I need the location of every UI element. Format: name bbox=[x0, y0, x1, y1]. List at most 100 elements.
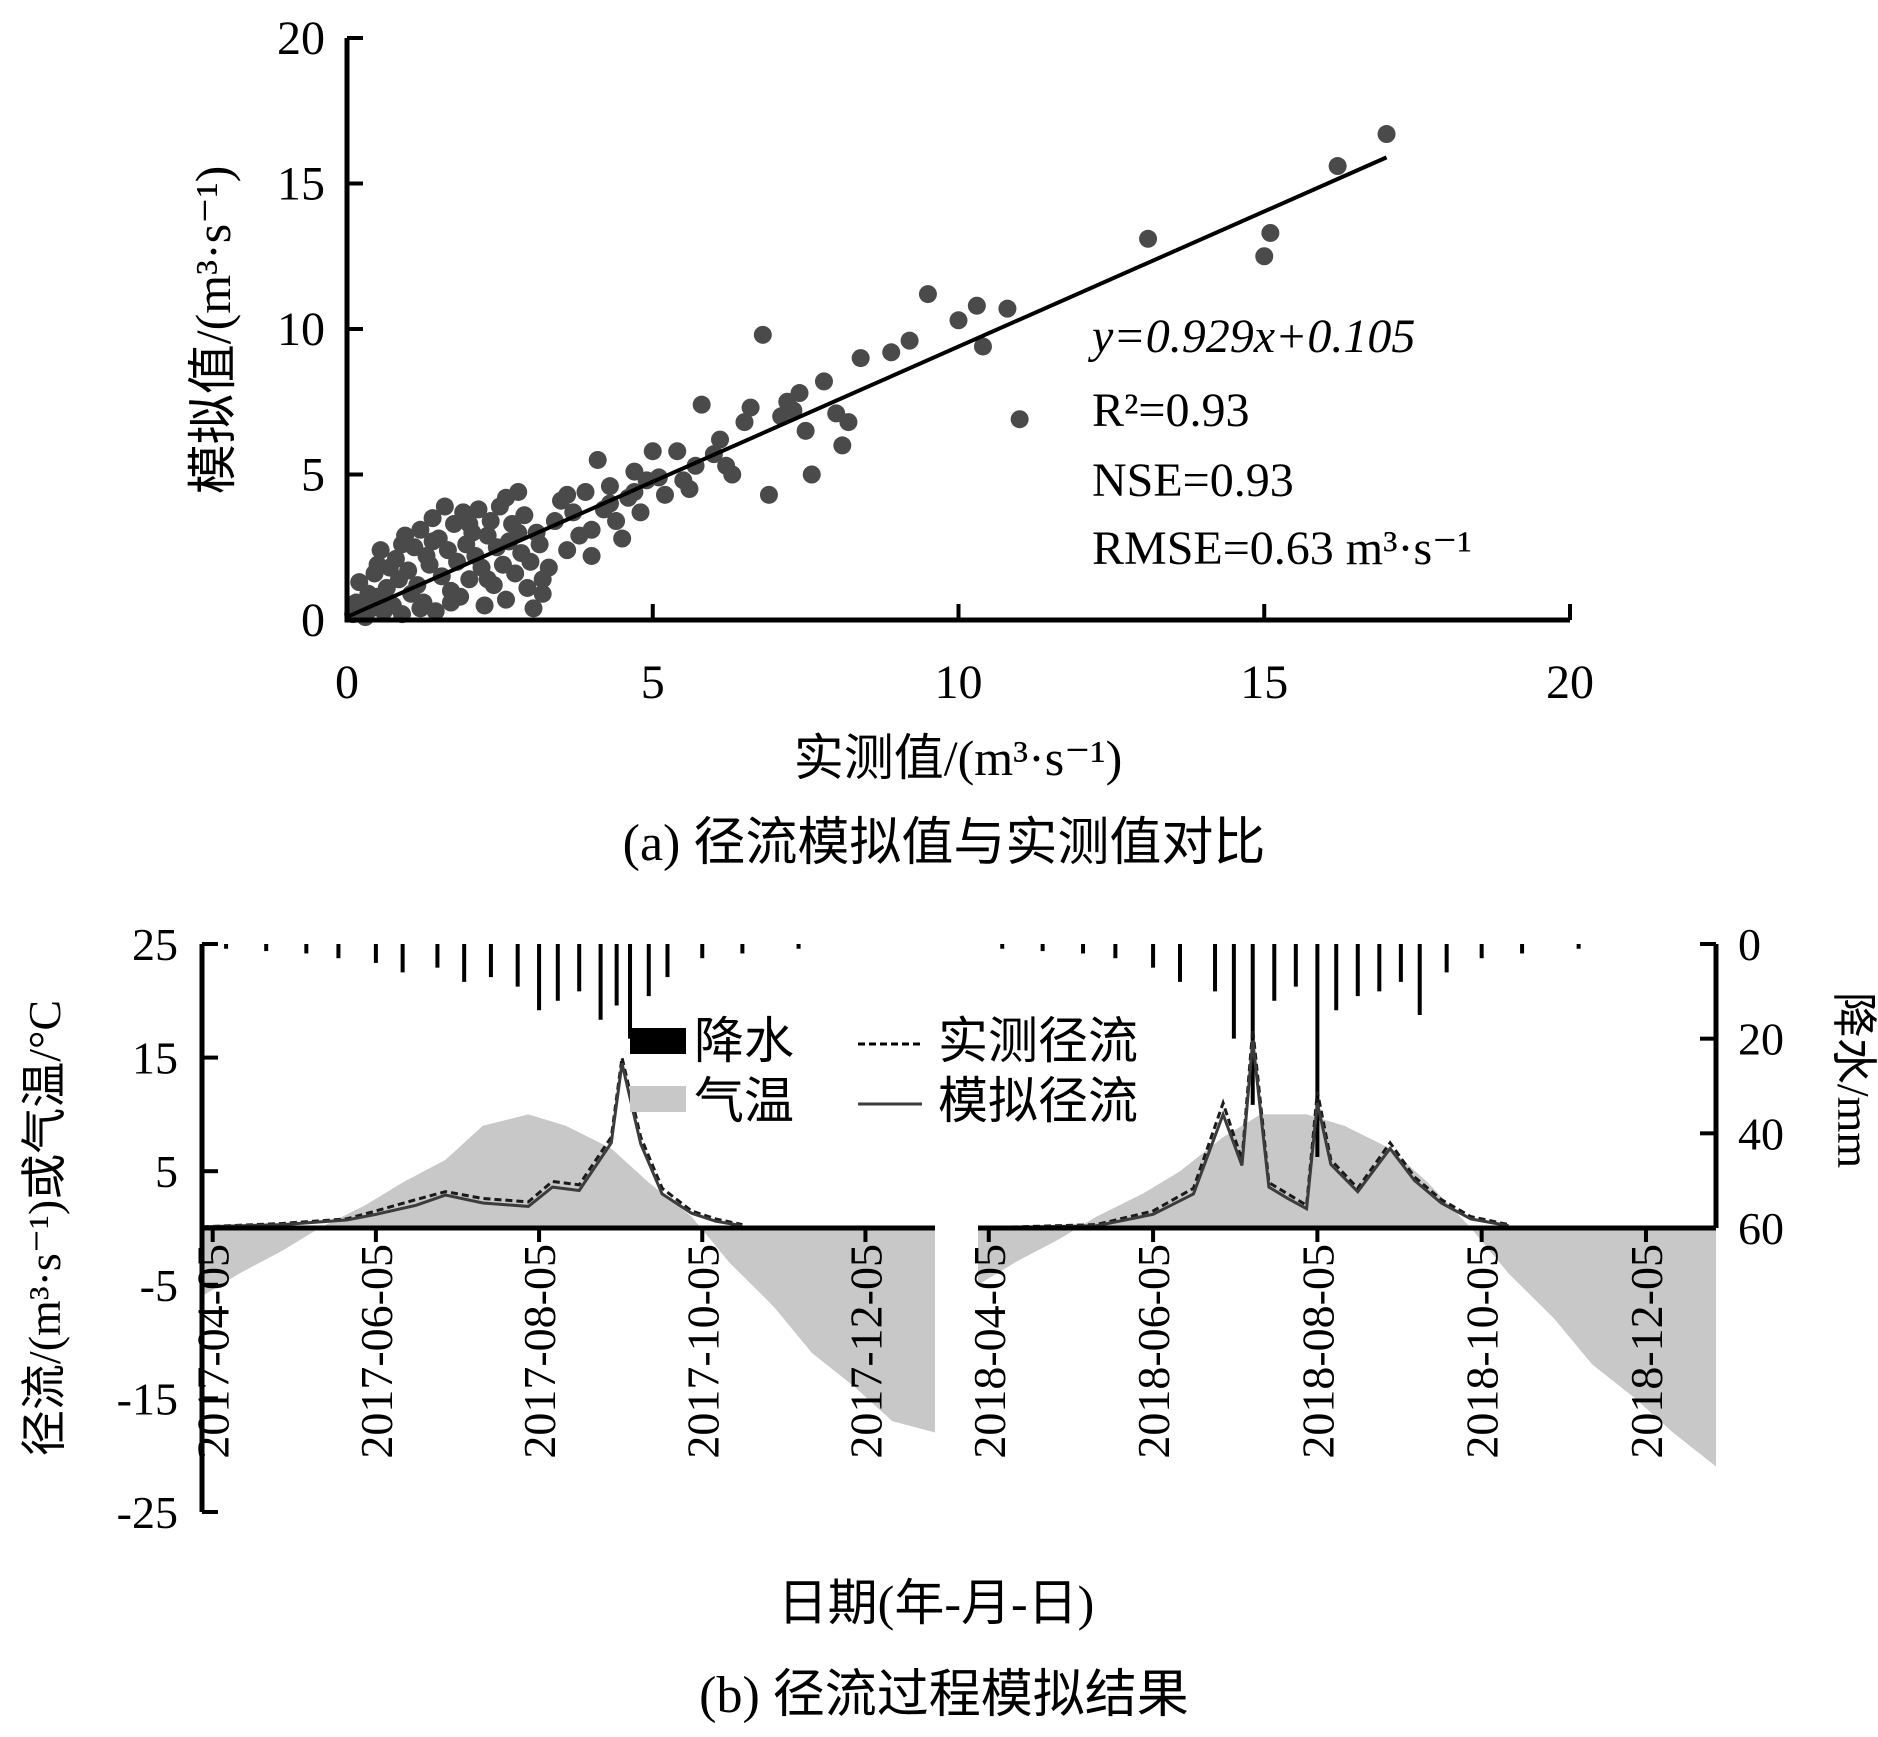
scatter-point-81 bbox=[668, 442, 687, 461]
scatter-point-17 bbox=[399, 561, 418, 580]
scatter-point-69 bbox=[582, 520, 601, 539]
scatter-point-58 bbox=[524, 599, 543, 618]
scatter-point-89 bbox=[723, 465, 742, 484]
scatter-x-axis-label: 实测值/(m³·s⁻¹) bbox=[794, 730, 1123, 786]
scatter-x-tick-label: 20 bbox=[1546, 656, 1594, 709]
date-tick-label: 2018-04-05 bbox=[964, 1244, 1015, 1459]
scatter-point-127 bbox=[533, 570, 552, 589]
scatter-point-85 bbox=[692, 395, 711, 414]
scatter-point-107 bbox=[918, 285, 937, 304]
precipitation-bars bbox=[224, 944, 1581, 1157]
scatter-point-83 bbox=[680, 480, 699, 499]
scatter-point-77 bbox=[631, 503, 650, 522]
left-y-tick-label: 5 bbox=[155, 1146, 178, 1197]
legend-label-temperature: 气温 bbox=[694, 1073, 794, 1129]
left-y-tick-label: -15 bbox=[117, 1373, 178, 1424]
scatter-point-70 bbox=[588, 450, 607, 469]
timeseries-right-axis-label: 降水/mm bbox=[1828, 992, 1878, 1169]
scatter-point-80 bbox=[655, 485, 674, 504]
scatter-point-37 bbox=[460, 570, 479, 589]
scatter-point-106 bbox=[900, 331, 919, 350]
scatter-point-29 bbox=[435, 497, 454, 516]
scatter-x-tick-label: 0 bbox=[335, 656, 359, 709]
scatter-points bbox=[344, 125, 1396, 627]
legend: 降水 实测径流 气温 模拟径流 bbox=[630, 1013, 1138, 1129]
scatter-point-116 bbox=[1328, 157, 1347, 176]
scatter-point-98 bbox=[796, 421, 815, 440]
scatter-point-108 bbox=[949, 311, 968, 330]
right-y-tick-label: 60 bbox=[1738, 1203, 1784, 1254]
scatter-point-120 bbox=[411, 599, 430, 618]
timeseries-axes bbox=[199, 944, 1719, 1512]
date-ticks: 2017-04-05 2017-06-05 2017-08-05 2017-10-05… bbox=[188, 1228, 1672, 1459]
scatter-y-tick-label: 20 bbox=[277, 12, 325, 65]
scatter-point-57 bbox=[521, 552, 540, 571]
scatter-point-118 bbox=[368, 555, 387, 574]
simulated-runoff-0 bbox=[201, 1062, 743, 1229]
scatter-point-73 bbox=[607, 512, 626, 531]
scatter-point-104 bbox=[851, 349, 870, 368]
scatter-point-112 bbox=[1010, 410, 1029, 429]
scatter-point-123 bbox=[460, 514, 479, 533]
temperature-area-1 bbox=[978, 1114, 1716, 1467]
scatter-point-91 bbox=[741, 398, 760, 417]
scatter-point-125 bbox=[496, 590, 515, 609]
left-y-tick-label: -25 bbox=[117, 1487, 178, 1538]
temperature-area-0 bbox=[202, 1114, 935, 1433]
scatter-point-13 bbox=[386, 549, 405, 568]
temperature-areas bbox=[202, 1114, 1716, 1467]
date-tick-label: 2018-12-05 bbox=[1621, 1244, 1672, 1459]
date-tick-label: 2017-12-05 bbox=[840, 1244, 891, 1459]
scatter-point-56 bbox=[518, 578, 537, 597]
scatter-point-21 bbox=[411, 520, 430, 539]
fit-equation: y=0.929x+0.105 bbox=[1087, 310, 1415, 363]
scatter-point-79 bbox=[643, 442, 662, 461]
scatter-y-axis-label: 模拟值/(m³·s⁻¹) bbox=[185, 166, 241, 495]
scatter-panel: 0 5 10 15 20 0 5 10 15 20 y=0.929x+0.105 R²=0.93… bbox=[185, 12, 1594, 872]
fit-line bbox=[346, 155, 1388, 619]
scatter-point-113 bbox=[1139, 229, 1158, 248]
date-tick-label: 2018-06-05 bbox=[1128, 1244, 1179, 1459]
r2-label: R²=0.93 bbox=[1092, 384, 1249, 437]
runoff-lines bbox=[201, 1029, 1509, 1230]
scatter-point-61 bbox=[533, 584, 552, 603]
date-tick-label: 2018-10-05 bbox=[1457, 1244, 1508, 1459]
scatter-y-tick-label: 10 bbox=[277, 303, 325, 356]
scatter-point-115 bbox=[1261, 223, 1280, 242]
scatter-point-72 bbox=[600, 477, 619, 496]
scatter-point-110 bbox=[973, 337, 992, 356]
timeseries-panel: -25 -15 -5 5 15 25 0 20 40 60 2017-04-05 2017-06-… bbox=[19, 919, 1878, 1724]
scatter-point-90 bbox=[735, 413, 754, 432]
scatter-point-109 bbox=[967, 296, 986, 315]
legend-label-precip: 降水 bbox=[694, 1013, 794, 1069]
scatter-point-60 bbox=[530, 535, 549, 554]
scatter-point-65 bbox=[558, 541, 577, 560]
scatter-point-97 bbox=[790, 384, 809, 403]
scatter-x-tick-label: 10 bbox=[935, 656, 983, 709]
scatter-point-114 bbox=[1255, 247, 1274, 266]
date-tick-label: 2018-08-05 bbox=[1292, 1244, 1343, 1459]
scatter-point-42 bbox=[475, 596, 494, 615]
scatter-point-92 bbox=[753, 325, 772, 344]
right-y-tick-label: 20 bbox=[1738, 1014, 1784, 1065]
rmse-label: RMSE=0.63 m³·s⁻¹ bbox=[1092, 522, 1472, 575]
scatter-point-93 bbox=[759, 485, 778, 504]
scatter-x-ticks: 0 5 10 15 20 bbox=[335, 604, 1594, 709]
timeseries-x-axis-label: 日期(年-月-日) bbox=[778, 1575, 1095, 1631]
scatter-point-117 bbox=[1377, 125, 1396, 144]
scatter-point-52 bbox=[506, 564, 525, 583]
scatter-point-53 bbox=[509, 482, 528, 501]
left-y-ticks: -25 -15 -5 5 15 25 bbox=[117, 919, 218, 1538]
legend-label-simulated: 模拟径流 bbox=[938, 1073, 1138, 1129]
scatter-point-55 bbox=[515, 506, 534, 525]
scatter-point-122 bbox=[441, 593, 460, 612]
scatter-point-74 bbox=[613, 529, 632, 548]
scatter-point-119 bbox=[393, 535, 412, 554]
scatter-point-124 bbox=[478, 570, 497, 589]
scatter-point-40 bbox=[469, 500, 488, 519]
date-tick-label: 2017-10-05 bbox=[677, 1244, 728, 1459]
scatter-x-tick-label: 5 bbox=[641, 656, 665, 709]
legend-swatch-precip bbox=[630, 1028, 686, 1054]
scatter-y-tick-label: 0 bbox=[301, 594, 325, 647]
